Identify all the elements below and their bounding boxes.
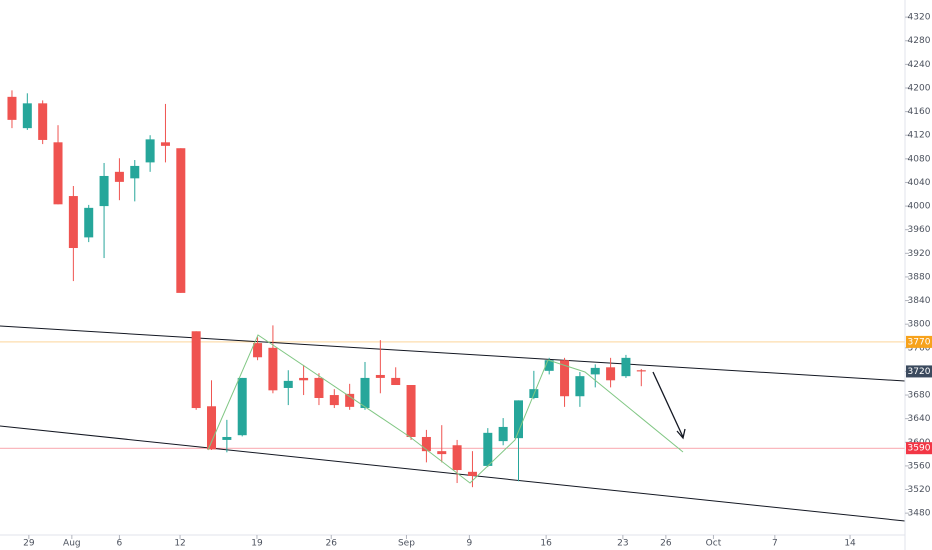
y-tick-label: 4240 (908, 60, 931, 70)
y-tick-label: 3920 (908, 249, 931, 259)
y-tick-label: 3840 (908, 296, 931, 306)
x-tick-label: 12 (174, 539, 185, 549)
candle-body (314, 377, 324, 399)
candle-body (84, 207, 94, 238)
candle-body (268, 347, 278, 391)
candle-body (253, 343, 263, 358)
y-tick-label: 3640 (908, 414, 931, 424)
candle-body (130, 165, 140, 179)
y-tick-label: 4000 (908, 202, 931, 212)
candle-body (114, 171, 124, 182)
candle-body (606, 367, 616, 381)
candle-body (68, 196, 78, 249)
y-tick-label: 3680 (908, 391, 931, 401)
x-tick-label: 29 (23, 539, 35, 549)
candle-body (145, 139, 155, 163)
channel-lower (0, 425, 906, 522)
y-tick-label: 4120 (908, 131, 931, 141)
candle-body (329, 395, 339, 406)
y-tick-label: 4200 (908, 83, 931, 93)
candle-body (483, 432, 493, 466)
x-tick-label: Aug (63, 539, 81, 549)
candle-body (22, 103, 32, 129)
y-tick-label: 3880 (908, 272, 931, 282)
y-tick-label: 4080 (908, 154, 931, 164)
candle-body (544, 360, 554, 371)
candle-body (283, 380, 293, 388)
candle-body (636, 370, 646, 372)
candle-body (498, 426, 508, 442)
level-layer (0, 341, 905, 449)
axis-layer: 4320 4280 4240 4200 4160 4120 4080 4040 4000 3960… (23, 13, 931, 549)
candle-body (53, 142, 63, 205)
level-label-box (906, 335, 932, 348)
x-tick-label: 9 (467, 539, 473, 549)
y-tick-label: 4280 (908, 36, 931, 46)
last-price-box (906, 365, 932, 378)
candle-body (514, 400, 524, 439)
arrow-shaft (652, 371, 684, 438)
candle-body (452, 445, 462, 471)
y-tick-label: 3800 (908, 320, 931, 330)
candle-body (467, 471, 477, 476)
candle-body (406, 385, 416, 437)
x-tick-label: 16 (540, 539, 552, 549)
x-tick-label: 14 (844, 539, 856, 549)
x-tick-label: 26 (660, 539, 672, 549)
candle-body (560, 360, 570, 397)
x-tick-label: 7 (772, 539, 778, 549)
candle-body (437, 451, 447, 455)
level-label: 3770 (908, 337, 931, 347)
candle-body (237, 377, 247, 436)
candle-body (575, 376, 585, 397)
candle-body (621, 357, 631, 377)
x-tick-label: 26 (326, 539, 338, 549)
y-tick-label: 4160 (908, 107, 931, 117)
candle-body (176, 148, 186, 293)
candle-body (391, 377, 401, 386)
candle-body (375, 374, 385, 378)
candle-body (345, 393, 355, 407)
y-tick-label: 3560 (908, 461, 931, 471)
last-price-label: 3720 (908, 367, 931, 377)
candle-body (207, 406, 217, 450)
candle-body (99, 175, 109, 207)
x-tick-label: Oct (706, 539, 722, 549)
candle-body (7, 96, 17, 120)
y-tick-label: 4320 (908, 13, 931, 23)
x-tick-label: 6 (117, 539, 123, 549)
arrow-head (676, 428, 686, 440)
x-tick-label: 23 (617, 539, 628, 549)
candle-body (360, 377, 370, 409)
y-tick-label: 3760 (908, 343, 931, 353)
x-tick-label: 19 (251, 539, 263, 549)
level-label: 3590 (908, 444, 931, 454)
label-layer: 3770 3590 3720 (906, 335, 932, 455)
candle-body (160, 142, 170, 146)
candle-body (222, 436, 232, 440)
candle-body (299, 377, 309, 381)
x-tick-label: Sep (398, 539, 415, 549)
candle-body (191, 331, 201, 409)
candle-body (421, 436, 431, 452)
level-label-box (906, 442, 932, 455)
candle-body (38, 103, 48, 140)
candle-body (590, 367, 600, 375)
y-tick-label: 3520 (908, 485, 931, 495)
y-tick-label: 4040 (908, 178, 931, 188)
channel-upper (0, 325, 906, 382)
zigzag-path (207, 334, 684, 484)
y-tick-label: 3480 (908, 509, 931, 519)
y-tick-label: 3960 (908, 225, 931, 235)
